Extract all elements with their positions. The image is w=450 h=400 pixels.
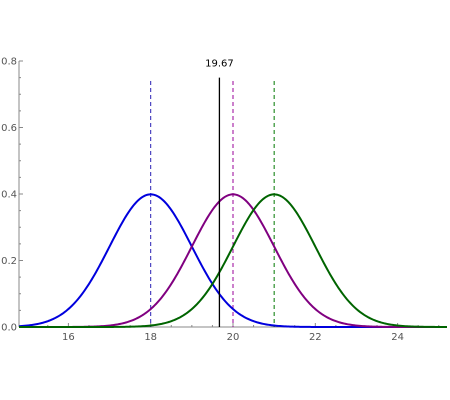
x-tick-label: 20 bbox=[227, 332, 240, 343]
annotations: 19.67 bbox=[205, 59, 234, 327]
y-tick-label: 0.4 bbox=[1, 190, 17, 201]
y-tick-label: 0.0 bbox=[1, 323, 17, 334]
axes: 16 18 20 22 24 0.0 0.2 0.4 0.6 0.8 bbox=[1, 57, 447, 343]
y-tick-label: 0.6 bbox=[1, 123, 17, 134]
marker-label: 19.67 bbox=[205, 59, 234, 70]
x-tick-label: 16 bbox=[62, 332, 75, 343]
y-tick-label: 0.8 bbox=[1, 57, 17, 68]
y-tick-label: 0.2 bbox=[1, 256, 17, 267]
x-tick-label: 24 bbox=[391, 332, 404, 343]
series-curve-3 bbox=[19, 193, 447, 328]
curves bbox=[18, 80, 447, 328]
x-tick-label: 22 bbox=[309, 332, 322, 343]
x-tick-label: 18 bbox=[144, 332, 157, 343]
